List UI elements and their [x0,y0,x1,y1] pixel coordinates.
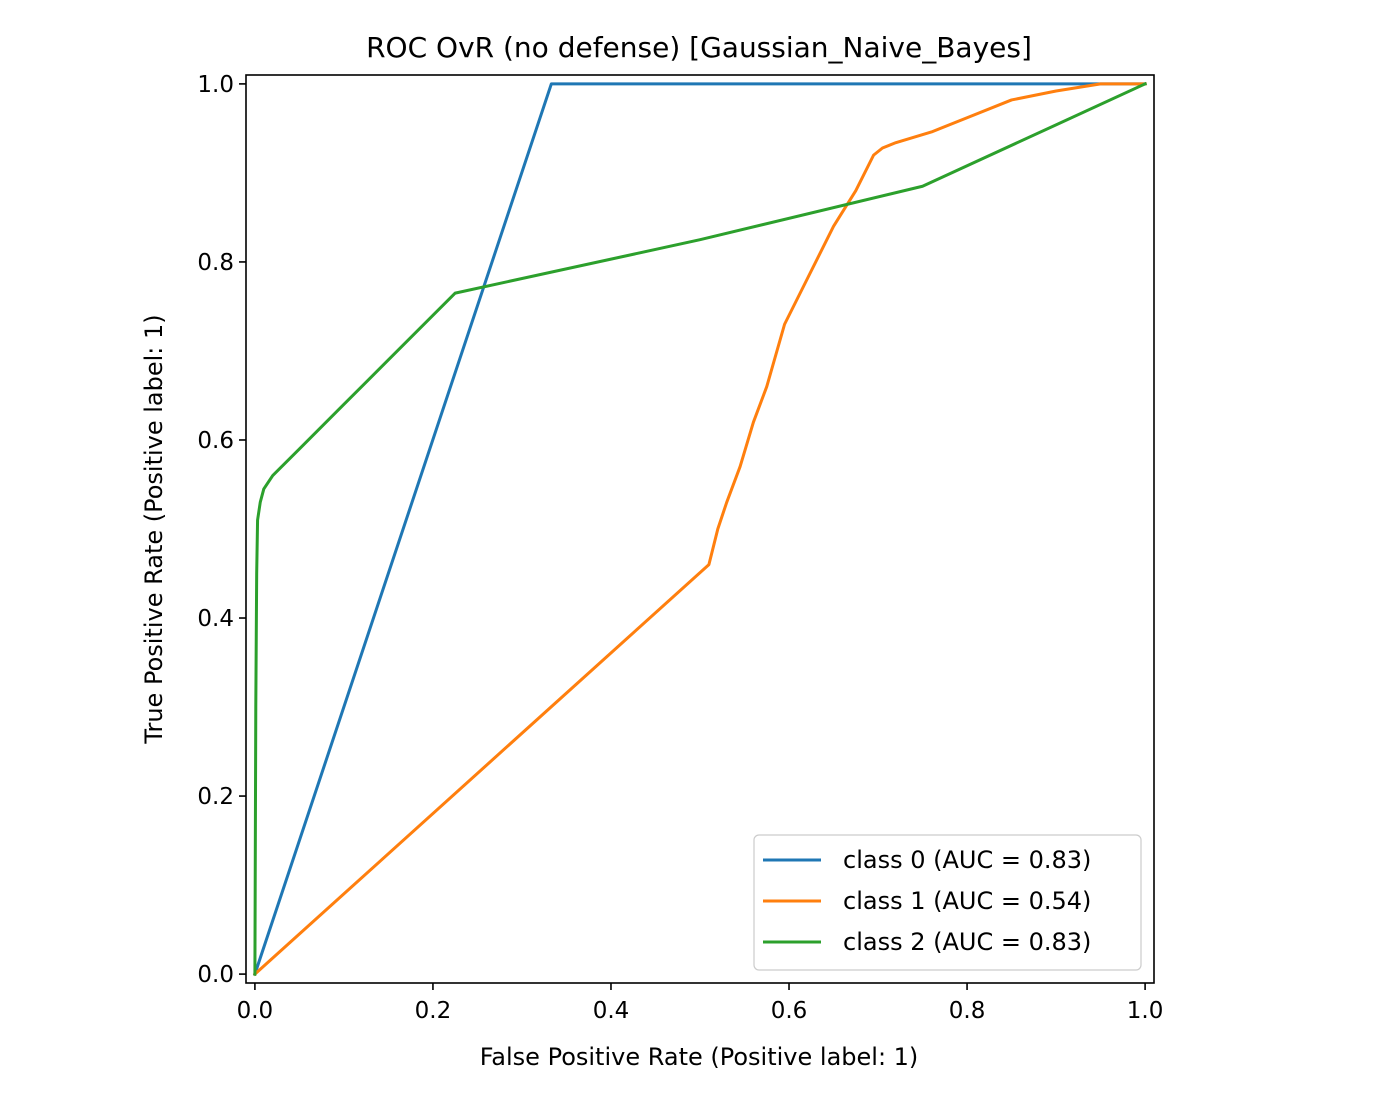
x-tick-label: 0.8 [949,998,986,1024]
x-tick-label: 0.0 [237,998,274,1024]
y-tick-label: 0.4 [197,606,234,632]
plot-area [245,74,1155,984]
x-axis-ticks: 0.0 0.2 0.4 0.6 0.8 1.0 [237,983,1164,1024]
x-tick-label: 0.4 [593,998,630,1024]
x-tick-label: 1.0 [1127,998,1164,1024]
series-line-class-1 [252,82,1147,977]
legend-label-class-1: class 1 (AUC = 0.54) [843,887,1091,915]
y-tick-label: 0.6 [197,428,234,454]
series-lines [252,81,1148,977]
y-axis-ticks: 0.0 0.2 0.4 0.6 0.8 1.0 [197,72,246,988]
legend-box [753,834,1142,971]
legend-entries: class 0 (AUC = 0.83) class 1 (AUC = 0.54)… [763,846,1091,956]
x-axis-label: False Positive Rate (Positive label: 1) [480,1043,919,1071]
plot-background [246,75,1154,983]
y-tick-label: 0.0 [197,962,234,988]
plot-frame [245,74,1155,984]
series-line-class-2 [253,81,1148,976]
y-tick-label: 1.0 [197,72,234,98]
chart-title: ROC OvR (no defense) [Gaussian_Naive_Bay… [366,31,1032,64]
y-axis-label: True Positive Rate (Positive label: 1) [140,314,168,744]
y-tick-label: 0.2 [197,784,234,810]
x-tick-label: 0.2 [415,998,452,1024]
legend-label-class-0: class 0 (AUC = 0.83) [843,846,1091,874]
y-tick-label: 0.8 [197,250,234,276]
legend: class 0 (AUC = 0.83) class 1 (AUC = 0.54)… [753,834,1142,971]
x-tick-label: 0.6 [771,998,808,1024]
legend-label-class-2: class 2 (AUC = 0.83) [843,928,1091,956]
